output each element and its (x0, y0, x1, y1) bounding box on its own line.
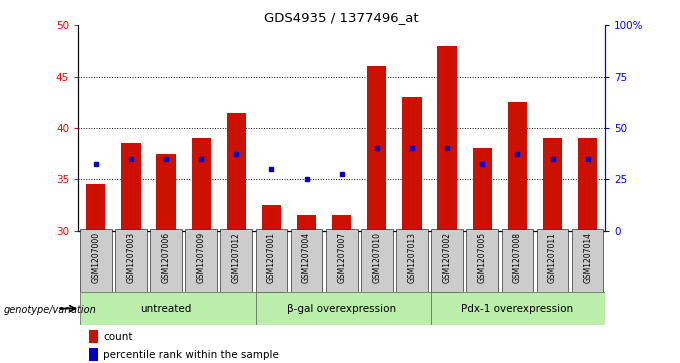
Text: GSM1207000: GSM1207000 (91, 232, 100, 283)
Bar (502, 229, 533, 292)
Bar (367, 66, 386, 231)
Bar (80, 229, 112, 292)
Bar (473, 148, 492, 231)
Bar (256, 292, 460, 325)
Bar (326, 229, 358, 292)
Bar (332, 215, 352, 231)
Text: percentile rank within the sample: percentile rank within the sample (103, 350, 279, 360)
Bar (437, 46, 457, 231)
Bar (291, 229, 322, 292)
Bar (543, 138, 562, 231)
Bar (361, 229, 392, 292)
Text: GSM1207012: GSM1207012 (232, 232, 241, 283)
Text: GSM1207004: GSM1207004 (302, 232, 311, 283)
Text: GSM1207002: GSM1207002 (443, 232, 452, 283)
Text: GSM1207009: GSM1207009 (197, 232, 205, 283)
Bar (431, 229, 463, 292)
Bar (431, 292, 635, 325)
Bar (508, 102, 527, 231)
Bar (115, 229, 147, 292)
Text: untreated: untreated (140, 303, 192, 314)
Bar (226, 113, 246, 231)
Text: GSM1207007: GSM1207007 (337, 232, 346, 283)
Bar (537, 229, 568, 292)
Text: GSM1207010: GSM1207010 (373, 232, 381, 283)
Bar (297, 215, 316, 231)
Bar (572, 229, 603, 292)
Text: GSM1207014: GSM1207014 (583, 232, 592, 283)
Bar (192, 138, 211, 231)
Text: GSM1207001: GSM1207001 (267, 232, 276, 283)
Text: GSM1207003: GSM1207003 (126, 232, 135, 283)
Text: GSM1207011: GSM1207011 (548, 232, 557, 283)
Bar (220, 229, 252, 292)
Bar (88, 330, 98, 343)
Bar (262, 205, 281, 231)
Text: count: count (103, 332, 133, 342)
Bar (403, 97, 422, 231)
Bar (86, 184, 105, 231)
Bar (578, 138, 597, 231)
Bar (88, 348, 98, 361)
Text: GSM1207008: GSM1207008 (513, 232, 522, 283)
Bar (80, 292, 284, 325)
Title: GDS4935 / 1377496_at: GDS4935 / 1377496_at (265, 11, 419, 24)
Text: GSM1207013: GSM1207013 (407, 232, 416, 283)
Bar (256, 229, 287, 292)
Bar (150, 229, 182, 292)
Bar (396, 229, 428, 292)
Text: genotype/variation: genotype/variation (3, 305, 96, 315)
Text: GSM1207006: GSM1207006 (162, 232, 171, 283)
Text: GSM1207005: GSM1207005 (478, 232, 487, 283)
Bar (186, 229, 217, 292)
Bar (121, 143, 141, 231)
Bar (466, 229, 498, 292)
Text: β-gal overexpression: β-gal overexpression (287, 303, 396, 314)
Text: Pdx-1 overexpression: Pdx-1 overexpression (461, 303, 573, 314)
Bar (156, 154, 175, 231)
